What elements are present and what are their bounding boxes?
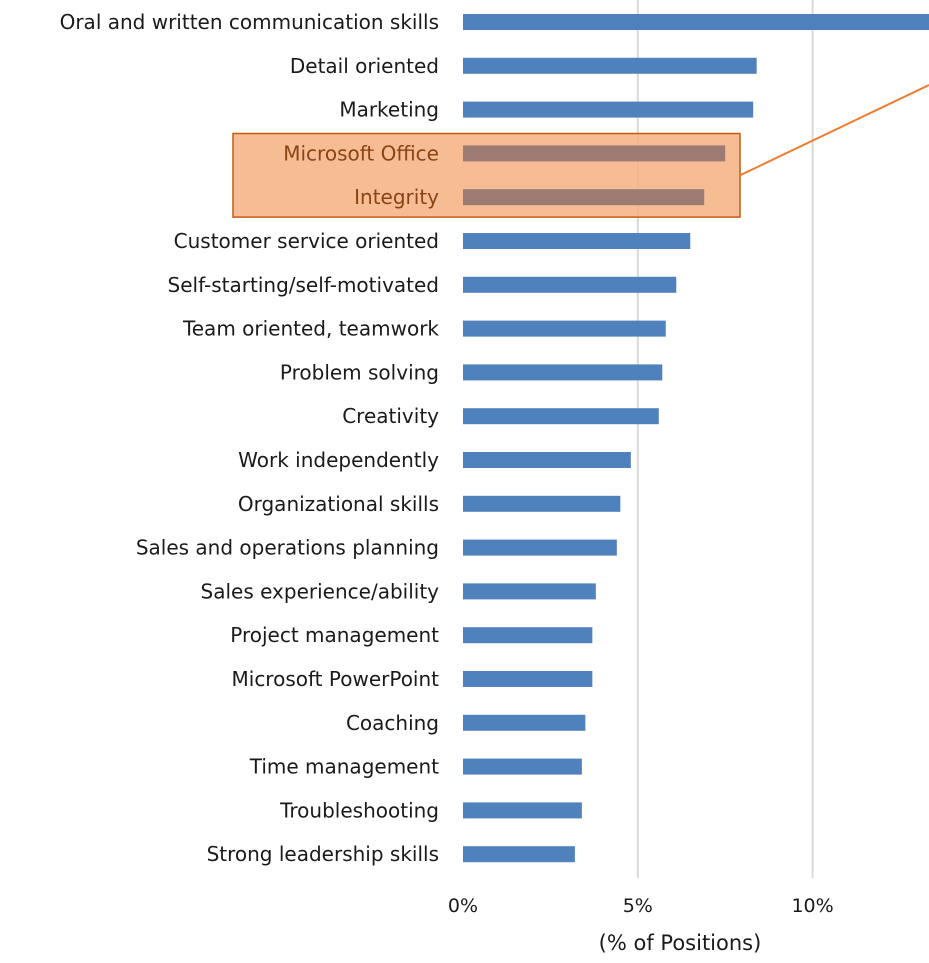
category-label: Integrity <box>354 185 439 209</box>
category-label: Project management <box>230 623 439 647</box>
bar <box>463 364 663 381</box>
category-label: Strong leadership skills <box>207 842 439 866</box>
category-label: Oral and written communication skills <box>60 10 439 34</box>
category-label: Customer service oriented <box>174 229 439 253</box>
category-label: Problem solving <box>280 360 439 384</box>
category-label: Work independently <box>238 448 439 472</box>
category-label: Sales and operations planning <box>136 536 439 560</box>
bar <box>463 714 586 731</box>
category-labels: Oral and written communication skills Det… <box>60 10 440 866</box>
bar <box>463 101 754 118</box>
bar <box>463 758 582 775</box>
category-label: Microsoft Office <box>283 141 439 165</box>
category-label: Team oriented, teamwork <box>182 317 439 341</box>
bar <box>463 276 677 293</box>
bars <box>463 14 929 863</box>
gridlines <box>636 0 814 878</box>
callout-line <box>739 84 929 177</box>
category-label: Time management <box>249 755 439 779</box>
bar <box>463 539 617 556</box>
category-label: Sales experience/ability <box>201 579 440 603</box>
x-axis-title: (% of Positions) <box>599 931 762 955</box>
x-tick-label: 5% <box>623 895 653 917</box>
bar <box>463 14 929 30</box>
category-label: Marketing <box>339 98 439 122</box>
x-axis-ticks: 0%5%10%15%20%25% <box>448 895 834 917</box>
category-label: Coaching <box>346 711 439 735</box>
bar <box>463 671 593 687</box>
bar <box>463 846 575 863</box>
category-label: Creativity <box>342 404 439 428</box>
bar <box>463 452 631 468</box>
bar <box>463 802 582 819</box>
x-tick-label: 10% <box>791 895 833 917</box>
bar <box>463 495 621 512</box>
x-tick-label: 0% <box>448 895 478 917</box>
bar <box>463 57 757 74</box>
category-label: Self-starting/self-motivated <box>168 273 439 297</box>
bar <box>463 233 691 249</box>
bar <box>463 320 666 337</box>
bar <box>463 627 593 644</box>
category-label: Detail oriented <box>290 54 439 78</box>
category-label: Organizational skills <box>238 492 439 516</box>
bar <box>463 583 596 600</box>
bar <box>463 189 705 206</box>
bar <box>463 408 659 425</box>
category-label: Microsoft PowerPoint <box>232 667 440 691</box>
category-label: Troubleshooting <box>279 798 439 822</box>
bar <box>463 145 726 162</box>
